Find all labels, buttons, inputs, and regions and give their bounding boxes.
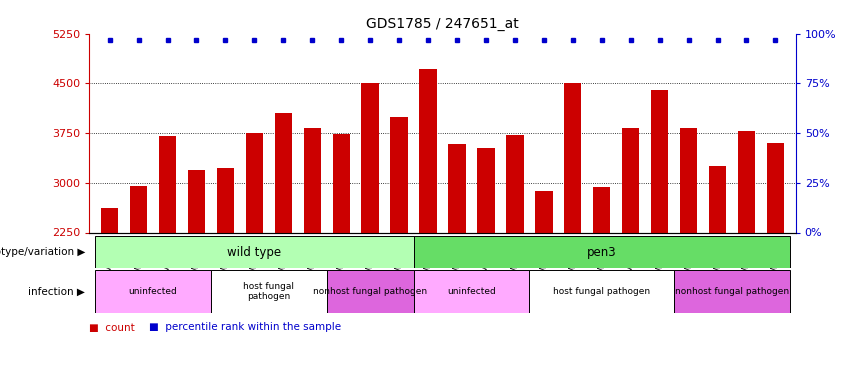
Text: uninfected: uninfected bbox=[447, 287, 496, 296]
Bar bbox=[275, 113, 292, 375]
Title: GDS1785 / 247651_at: GDS1785 / 247651_at bbox=[366, 17, 519, 32]
Bar bbox=[327, 270, 414, 313]
Bar bbox=[246, 133, 263, 375]
Bar bbox=[414, 236, 790, 268]
Bar bbox=[391, 117, 408, 375]
Text: ■  count: ■ count bbox=[89, 322, 135, 333]
Bar bbox=[362, 84, 379, 375]
Bar bbox=[767, 143, 784, 375]
Bar bbox=[101, 208, 118, 375]
Text: genotype/variation ▶: genotype/variation ▶ bbox=[0, 247, 85, 257]
Bar bbox=[211, 270, 327, 313]
Bar bbox=[304, 129, 321, 375]
Text: nonhost fungal pathogen: nonhost fungal pathogen bbox=[313, 287, 427, 296]
Bar bbox=[709, 166, 726, 375]
Text: ■  percentile rank within the sample: ■ percentile rank within the sample bbox=[149, 322, 341, 333]
Text: wild type: wild type bbox=[227, 246, 282, 259]
Bar bbox=[217, 168, 234, 375]
Bar bbox=[529, 270, 674, 313]
Text: infection ▶: infection ▶ bbox=[28, 286, 85, 297]
Text: pen3: pen3 bbox=[587, 246, 616, 259]
Bar bbox=[564, 84, 581, 375]
Bar bbox=[130, 186, 147, 375]
Text: nonhost fungal pathogen: nonhost fungal pathogen bbox=[675, 287, 789, 296]
Bar bbox=[535, 191, 552, 375]
Bar bbox=[448, 144, 465, 375]
Bar bbox=[95, 270, 211, 313]
Bar bbox=[506, 135, 523, 375]
Bar bbox=[738, 131, 755, 375]
Bar bbox=[159, 136, 176, 375]
Bar bbox=[593, 187, 610, 375]
Bar bbox=[333, 135, 350, 375]
Text: host fungal pathogen: host fungal pathogen bbox=[553, 287, 650, 296]
Text: uninfected: uninfected bbox=[129, 287, 177, 296]
Bar bbox=[651, 90, 668, 375]
Bar bbox=[680, 129, 697, 375]
Bar bbox=[622, 129, 639, 375]
Bar bbox=[188, 170, 205, 375]
Bar bbox=[477, 148, 494, 375]
Bar bbox=[95, 236, 414, 268]
Bar bbox=[420, 69, 437, 375]
Text: host fungal
pathogen: host fungal pathogen bbox=[243, 282, 294, 301]
Bar bbox=[674, 270, 790, 313]
Bar bbox=[414, 270, 529, 313]
